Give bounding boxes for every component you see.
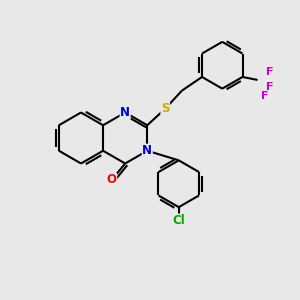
- Text: Cl: Cl: [172, 214, 185, 227]
- Text: S: S: [161, 102, 170, 115]
- Text: N: N: [120, 106, 130, 119]
- Text: N: N: [142, 144, 152, 157]
- Text: F: F: [266, 68, 274, 77]
- Text: O: O: [107, 173, 117, 187]
- Text: F: F: [266, 82, 274, 92]
- Text: F: F: [261, 92, 269, 101]
